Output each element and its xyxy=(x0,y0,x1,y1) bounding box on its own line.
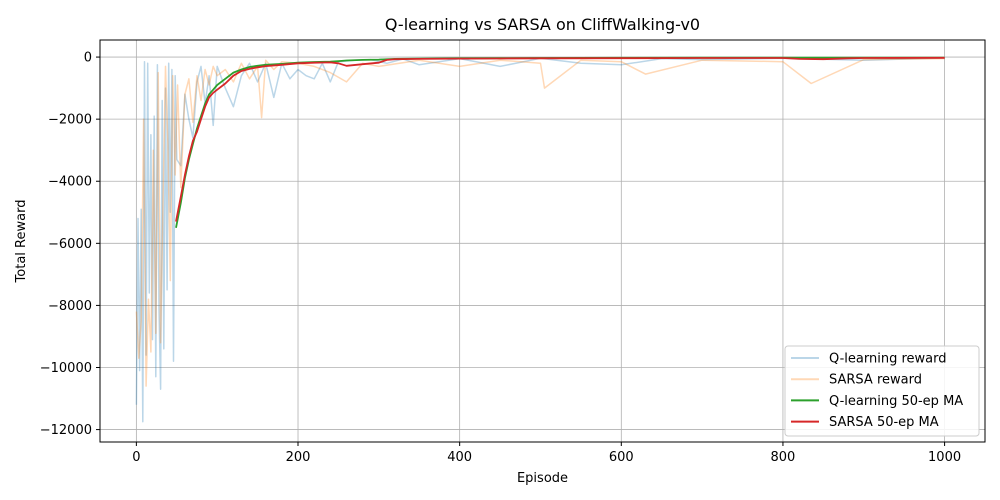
plot-area-frame xyxy=(99,39,986,443)
x-tick-label: 400 xyxy=(447,450,472,465)
y-tick-label: 0 xyxy=(84,51,92,66)
legend-label: SARSA reward xyxy=(829,373,922,388)
y-tick-label: −8000 xyxy=(48,299,92,314)
y-tick-label: −4000 xyxy=(48,175,92,190)
x-tick-label: 0 xyxy=(132,450,140,465)
ticks: 0 200 400 600 800 1000 −12000 −10000 −8000 −6000 −… xyxy=(40,51,961,465)
y-tick-label: −6000 xyxy=(48,237,92,252)
legend-label: SARSA 50-ep MA xyxy=(829,415,939,430)
x-tick-label: 600 xyxy=(609,450,634,465)
x-tick-label: 200 xyxy=(286,450,311,465)
y-tick-label: −10000 xyxy=(40,361,92,376)
legend: Q-learning reward SARSA reward Q-learning … xyxy=(784,345,980,437)
y-tick-label: −12000 xyxy=(40,423,92,438)
x-tick-label: 800 xyxy=(771,450,796,465)
y-axis-label: Total Reward xyxy=(14,200,29,284)
legend-box xyxy=(784,345,980,437)
y-tick-label: −2000 xyxy=(48,113,92,128)
series-line-sarsa-50-ep-ma xyxy=(175,56,945,222)
x-axis-label: Episode xyxy=(517,471,568,486)
series-line-sarsa-reward xyxy=(135,57,945,387)
legend-label: Q-learning 50-ep MA xyxy=(829,394,963,409)
legend-label: Q-learning reward xyxy=(829,352,946,367)
chart-title: Q-learning vs SARSA on CliffWalking-v0 xyxy=(385,15,700,34)
series-layer xyxy=(135,56,945,423)
x-tick-label: 1000 xyxy=(928,450,961,465)
